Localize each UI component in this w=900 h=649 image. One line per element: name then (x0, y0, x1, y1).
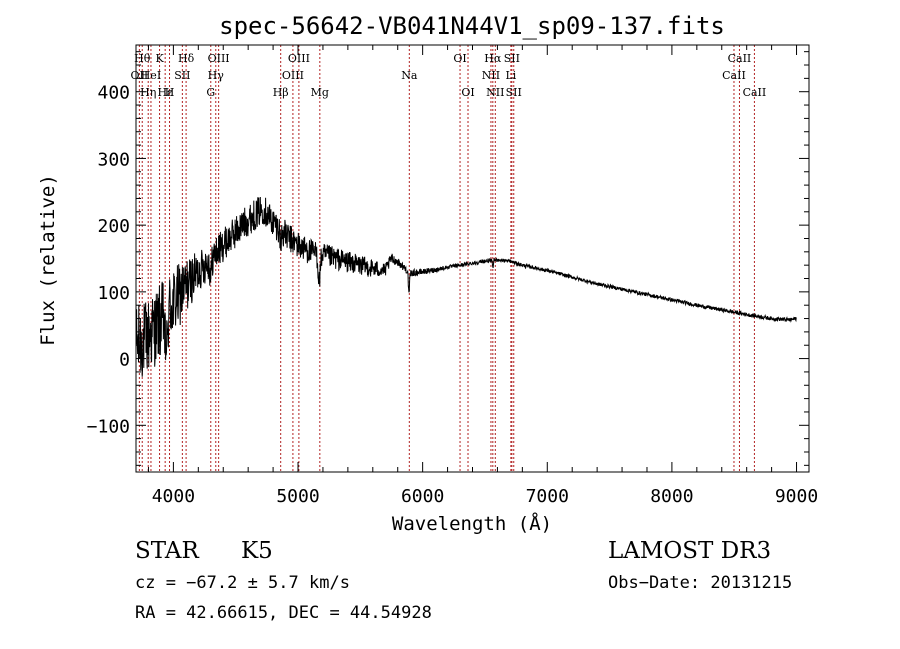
x-tick-label: 7000 (526, 486, 569, 507)
line-marker-label: Hθ (134, 52, 151, 65)
line-marker-label: CaII (743, 86, 767, 99)
x-tick-label: 8000 (650, 486, 693, 507)
axis-ticks: 4000 5000 6000 7000 8000 9000 −100 0 100 200 300 40… (87, 45, 818, 507)
line-marker-label: Hβ (273, 86, 289, 99)
y-tick-label: 300 (97, 149, 130, 170)
observation-date: Obs−Date: 20131215 (608, 573, 793, 593)
line-marker-label: OIII (282, 69, 304, 82)
line-marker-label: OI (461, 86, 474, 99)
line-marker-label: HeI (141, 69, 161, 82)
survey-label: LAMOST DR3 (608, 538, 772, 564)
line-marker-label: Hη (140, 86, 156, 99)
line-marker-label: SII (174, 69, 190, 82)
line-marker-label: Hα (484, 52, 502, 65)
coordinates: RA = 42.66615, DEC = 44.54928 (135, 603, 432, 623)
line-marker-label: Li (505, 69, 516, 82)
line-marker-label: OII (131, 69, 149, 82)
line-marker-label: NII (486, 86, 504, 99)
x-tick-label: 5000 (276, 486, 319, 507)
line-marker-label: Hε (158, 86, 174, 99)
subclass-label: K5 (241, 538, 273, 564)
line-marker-label: Na (401, 69, 418, 82)
x-tick-label: 9000 (775, 486, 818, 507)
x-axis-label: Wavelength (Å) (392, 512, 552, 535)
line-marker-label: OIII (208, 52, 230, 65)
line-marker-label: K (155, 52, 164, 65)
plot-frame (135, 44, 810, 473)
marker-labels: OII Hθ Hη HeI K HεH SII Hδ G Hγ OIII Hβ OIII OIII Mg Na… (131, 52, 767, 99)
y-tick-label: 200 (97, 216, 130, 237)
y-tick-label: −100 (87, 416, 130, 437)
line-marker-label: Mg (311, 86, 329, 99)
line-marker-label: SII (504, 52, 520, 65)
line-marker-label: NII (482, 69, 500, 82)
line-marker-label: G (206, 86, 215, 99)
line-marker-label: Hγ (208, 69, 225, 82)
chart-title: spec-56642-VB041N44V1_sp09-137.fits (219, 12, 725, 40)
spectrum-line (136, 196, 797, 377)
line-markers (138, 45, 755, 472)
line-marker-label: SII (506, 86, 522, 99)
line-marker-label: OIII (288, 52, 310, 65)
y-axis-label: Flux (relative) (37, 174, 59, 346)
y-tick-label: 100 (97, 283, 130, 304)
redshift-velocity: cz = −67.2 ± 5.7 km/s (135, 573, 350, 593)
y-tick-label: 400 (97, 83, 130, 104)
line-marker-label: OI (453, 52, 466, 65)
x-tick-label: 4000 (152, 486, 195, 507)
class-label: STAR (135, 538, 199, 564)
x-tick-label: 6000 (401, 486, 444, 507)
line-marker-label: CaII (728, 52, 752, 65)
y-tick-label: 0 (119, 350, 130, 371)
line-marker-label: Hδ (178, 52, 195, 65)
line-marker-label: H (165, 86, 175, 99)
line-marker-label: CaII (722, 69, 746, 82)
